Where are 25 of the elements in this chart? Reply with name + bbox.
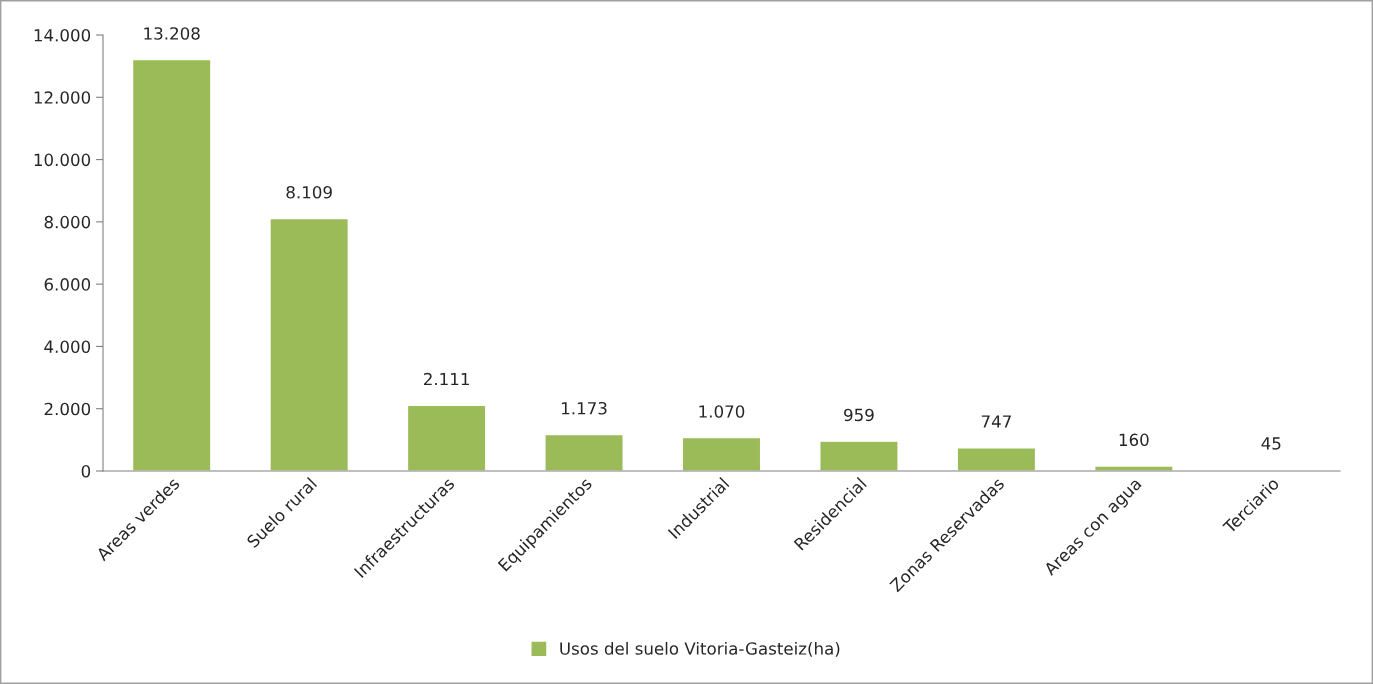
data-label: 45	[1261, 437, 1281, 450]
data-label: 2.111	[423, 372, 469, 386]
bar	[956, 447, 1037, 471]
y-tick-label: 6.000	[44, 278, 91, 291]
data-label: 1.070	[699, 405, 745, 418]
bar	[406, 404, 487, 471]
data-label: 1.173	[562, 401, 607, 415]
data-label: 13.208	[144, 27, 200, 40]
y-tick-label: 14.000	[34, 28, 91, 42]
data-label: 8.109	[286, 185, 332, 199]
y-tick-label: 12.000	[34, 91, 91, 104]
y-tick-label: 4.000	[44, 340, 91, 353]
data-label: 959	[844, 408, 874, 422]
bar	[269, 217, 350, 471]
y-tick-label: 2.000	[44, 402, 91, 416]
y-tick-label: 10.000	[34, 153, 91, 167]
bar	[819, 440, 899, 471]
bar	[131, 58, 212, 471]
bar	[681, 436, 762, 471]
data-label: 160	[1119, 433, 1149, 447]
legend-label: Usos del suelo Vitoria-Gasteiz(ha)	[560, 641, 840, 657]
data-label: 747	[981, 415, 1011, 428]
bar	[544, 433, 624, 471]
y-tick-label: 0	[81, 464, 91, 478]
y-tick-label: 8.000	[44, 215, 91, 229]
